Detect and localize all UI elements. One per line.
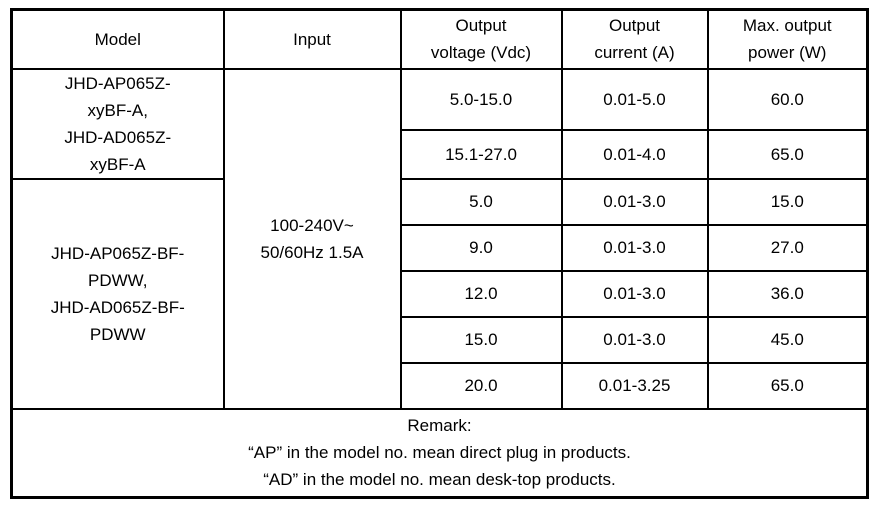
current-cell: 0.01-3.0 <box>560 269 709 318</box>
table-row: 15.0 0.01-3.0 45.0 <box>12 315 869 364</box>
col-header-voltage: Output voltage (Vdc) <box>399 8 563 70</box>
col-header-power: Max. output power (W) <box>706 8 869 70</box>
power-cell: 45.0 <box>706 315 869 364</box>
table-row: JHD-AP065Z- xyBF-A, JHD-AD065Z- xyBF-A 1… <box>10 67 869 410</box>
current-cell: 0.01-3.25 <box>560 361 709 410</box>
voltage-cell: 15.0 <box>399 315 563 364</box>
table-row: JHD-AP065Z-BF- PDWW, JHD-AD065Z-BF- PDWW… <box>10 177 869 410</box>
current-cell: 0.01-5.0 <box>560 67 709 131</box>
power-cell: 27.0 <box>706 223 869 272</box>
voltage-cell: 15.1-27.0 <box>399 128 563 180</box>
power-cell: 36.0 <box>706 269 869 318</box>
col-header-model: Model <box>10 8 225 70</box>
power-cell: 65.0 <box>706 361 869 410</box>
power-cell: 65.0 <box>706 128 869 180</box>
input-cell: 100-240V~ 50/60Hz 1.5A <box>222 67 402 410</box>
remark-cell: Remark: “AP” in the model no. mean direc… <box>10 407 869 499</box>
table-row: 15.1-27.0 0.01-4.0 65.0 <box>12 128 869 180</box>
voltage-cell: 9.0 <box>399 223 563 272</box>
table-row: 20.0 0.01-3.25 65.0 <box>12 361 869 410</box>
header-row: Model Input Output voltage (Vdc) Output … <box>10 8 869 70</box>
power-cell: 60.0 <box>706 67 869 131</box>
power-spec-table: Model Input Output voltage (Vdc) Output … <box>10 8 869 499</box>
model-cell-group-2: JHD-AP065Z-BF- PDWW, JHD-AD065Z-BF- PDWW <box>10 177 225 410</box>
col-header-current: Output current (A) <box>560 8 709 70</box>
table-row: 9.0 0.01-3.0 27.0 <box>12 223 869 272</box>
current-cell: 0.01-4.0 <box>560 128 709 180</box>
current-cell: 0.01-3.0 <box>560 315 709 364</box>
voltage-cell: 5.0 <box>399 177 563 226</box>
model-cell-group-1: JHD-AP065Z- xyBF-A, JHD-AD065Z- xyBF-A <box>10 67 225 180</box>
table-row: 12.0 0.01-3.0 36.0 <box>12 269 869 318</box>
current-cell: 0.01-3.0 <box>560 177 709 226</box>
voltage-cell: 12.0 <box>399 269 563 318</box>
col-header-input: Input <box>222 8 402 70</box>
remark-row: Remark: “AP” in the model no. mean direc… <box>10 407 869 499</box>
power-cell: 15.0 <box>706 177 869 226</box>
voltage-cell: 20.0 <box>399 361 563 410</box>
voltage-cell: 5.0-15.0 <box>399 67 563 131</box>
current-cell: 0.01-3.0 <box>560 223 709 272</box>
